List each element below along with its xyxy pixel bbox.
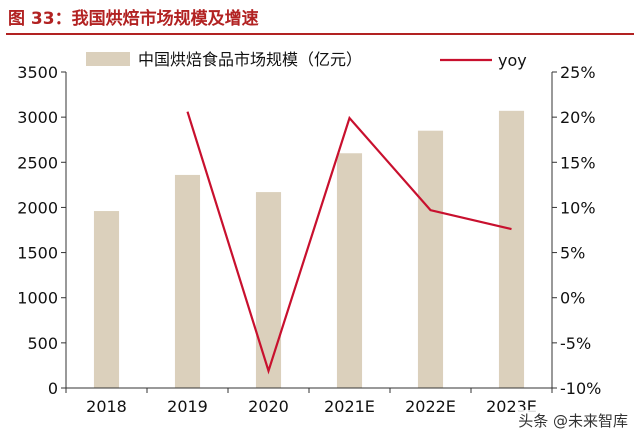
right-tick-label: 10% [560, 198, 596, 217]
left-tick-label: 2000 [17, 198, 58, 217]
x-tick-label: 2020 [248, 397, 289, 416]
bar-2020 [255, 192, 282, 388]
left-tick-label: 3500 [17, 63, 58, 82]
bar-2021E [336, 153, 363, 388]
left-tick-label: 1000 [17, 289, 58, 308]
bar-2019 [174, 174, 201, 388]
right-tick-label: -5% [560, 334, 591, 353]
x-tick-label: 2018 [86, 397, 127, 416]
left-tick-label: 1500 [17, 244, 58, 263]
x-tick-label: 2019 [167, 397, 208, 416]
left-tick-label: 2500 [17, 153, 58, 172]
x-tick-label: 2021E [324, 397, 375, 416]
right-tick-label: -10% [560, 379, 601, 398]
right-tick-label: 0% [560, 289, 585, 308]
legend-swatch-bar [86, 52, 130, 66]
title-divider [6, 33, 634, 35]
legend-label-line: yoy [498, 51, 527, 70]
right-tick-label: 25% [560, 63, 596, 82]
right-tick-label: 15% [560, 153, 596, 172]
legend-label-bar: 中国烘焙食品市场规模（亿元） [138, 50, 362, 69]
bar-2018 [93, 211, 120, 388]
right-tick-label: 20% [560, 108, 596, 127]
chart-title: 图 33：我国烘焙市场规模及增速 [8, 9, 259, 29]
bar-2022E [417, 130, 444, 388]
left-tick-label: 0 [48, 379, 58, 398]
right-tick-label: 5% [560, 244, 585, 263]
bar-2023E [498, 110, 525, 388]
left-tick-label: 500 [27, 334, 58, 353]
x-tick-label: 2022E [405, 397, 456, 416]
watermark: 头条 @未来智库 [516, 410, 630, 431]
left-tick-label: 3000 [17, 108, 58, 127]
